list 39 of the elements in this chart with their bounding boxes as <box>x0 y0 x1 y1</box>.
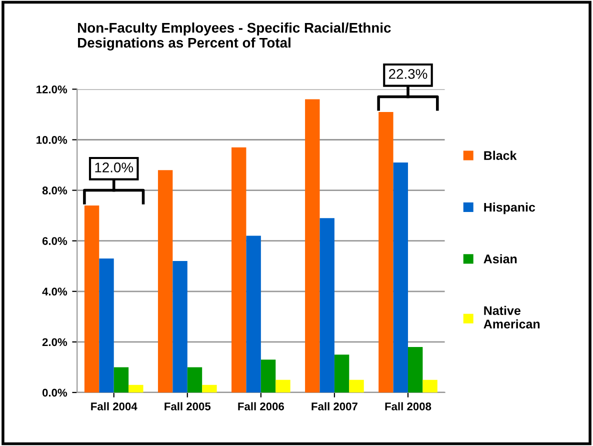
x-tick-label: Fall 2007 <box>312 402 358 410</box>
x-tick-label: Fall 2004 <box>91 402 138 410</box>
y-tick-label: 10.0% <box>36 136 68 144</box>
y-tick-label: 4.0% <box>42 288 68 296</box>
bar <box>128 384 144 392</box>
x-tick-label: Fall 2008 <box>385 402 432 410</box>
bar <box>158 170 173 392</box>
x-tick-label: Fall 2005 <box>164 402 211 410</box>
legend-label: Hispanic <box>484 202 536 214</box>
bar <box>393 162 408 392</box>
bar <box>408 346 423 392</box>
y-tick-label: 8.0% <box>42 186 68 194</box>
bar <box>260 360 276 392</box>
text: 22.3% <box>388 69 428 79</box>
bar <box>246 236 261 392</box>
bar <box>378 112 394 392</box>
y-tick-label: 2.0% <box>42 338 68 346</box>
bar <box>99 258 114 392</box>
annotation: 12.0% <box>95 162 134 172</box>
legend-label: Black <box>484 150 517 160</box>
bar <box>202 384 217 392</box>
chart-title: Non-Faculty Employees - Specific Racial/Ethnic Designations as Percent of Total <box>78 22 391 50</box>
legend-label: Asian <box>484 254 517 264</box>
x-tick-label: Fall 2006 <box>238 402 284 410</box>
bar <box>276 380 290 392</box>
bar <box>232 147 246 392</box>
bar <box>422 380 438 392</box>
bar <box>305 99 320 392</box>
bar <box>114 367 129 392</box>
bar <box>349 380 364 392</box>
bar <box>187 367 202 392</box>
y-tick-label: 0.0% <box>42 388 68 397</box>
bar <box>172 261 188 392</box>
bar <box>84 205 100 392</box>
bar <box>334 354 350 392</box>
y-tick-label: 6.0% <box>42 237 68 245</box>
y-tick-label: 12.0% <box>36 85 68 94</box>
bar <box>320 218 334 392</box>
legend-label: Native American <box>484 306 540 329</box>
